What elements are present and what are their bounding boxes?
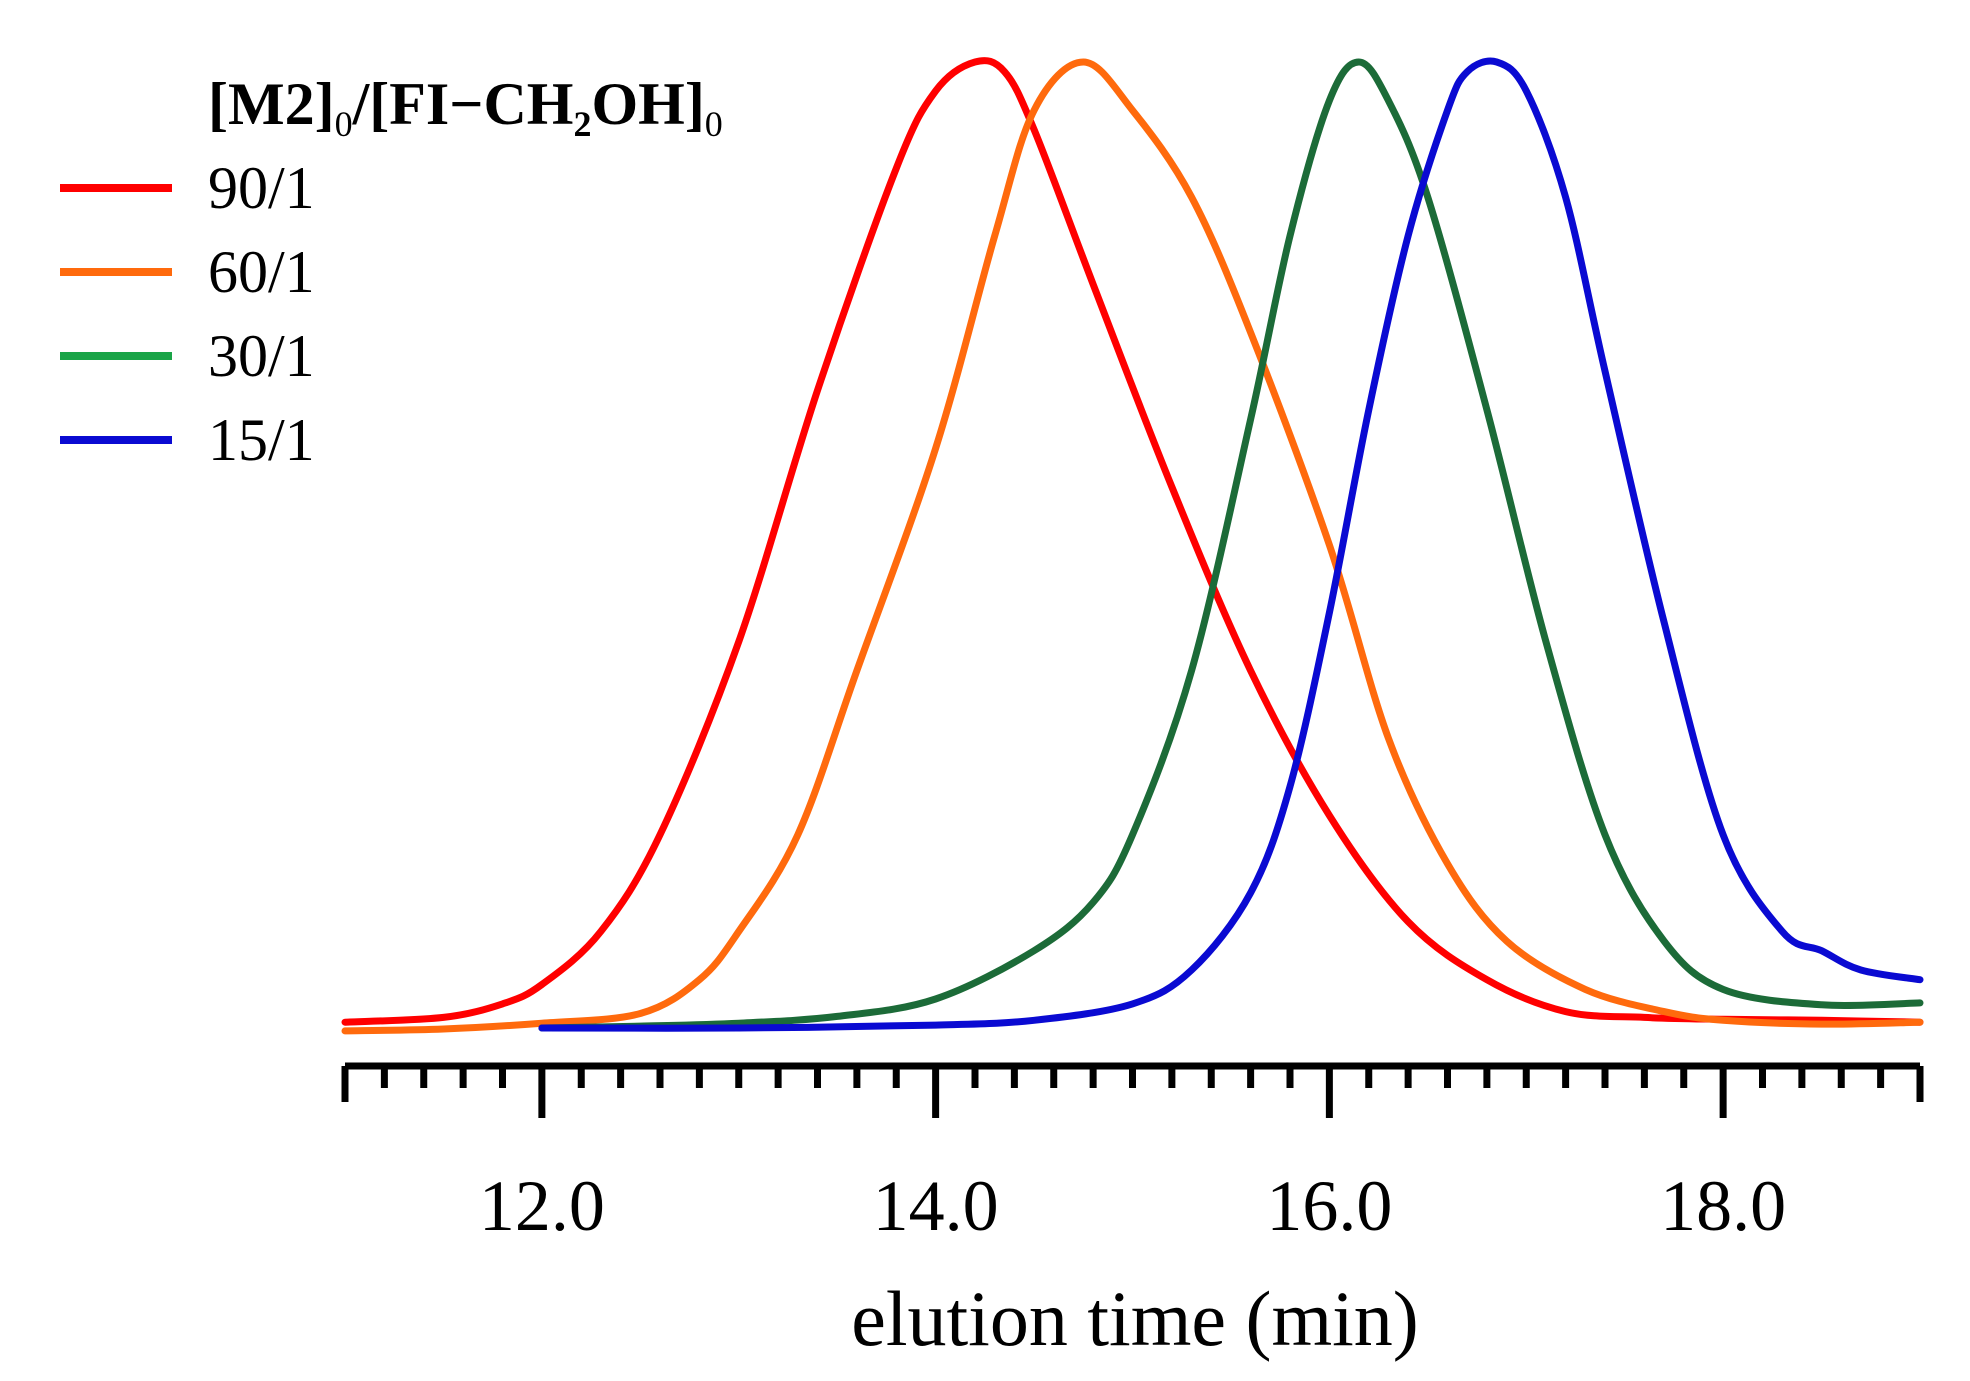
series-line-15-1 bbox=[538, 57, 1924, 1032]
legend-label: 90/1 bbox=[208, 154, 315, 221]
legend-item-15-1: 15/1 bbox=[60, 398, 723, 482]
series-line-90-1 bbox=[341, 57, 1924, 1026]
legend-swatch bbox=[60, 436, 172, 444]
x-tick-label: 12.0 bbox=[479, 1166, 605, 1246]
series-line-30-1 bbox=[538, 58, 1924, 1032]
legend-swatch bbox=[60, 352, 172, 360]
legend-label: 60/1 bbox=[208, 238, 315, 305]
legend-item-60-1: 60/1 bbox=[60, 230, 723, 314]
legend-item-90-1: 90/1 bbox=[60, 146, 723, 230]
x-tick-label: 18.0 bbox=[1660, 1166, 1786, 1246]
series-line-60-1 bbox=[341, 58, 1924, 1035]
legend-title: [M2]0/[FI−CH2OH]0 bbox=[208, 71, 723, 144]
legend-swatch bbox=[60, 268, 172, 276]
x-tick-label: 16.0 bbox=[1266, 1166, 1392, 1246]
legend: [M2]0/[FI−CH2OH]0 90/1 60/1 30/1 15/1 bbox=[60, 62, 723, 482]
x-axis: 12.0 14.0 16.0 18.0 bbox=[341, 1062, 1924, 1246]
x-tick-label: 14.0 bbox=[873, 1166, 999, 1246]
x-axis-title: elution time (min) bbox=[851, 1275, 1419, 1362]
legend-label: 15/1 bbox=[208, 406, 315, 473]
series-layer bbox=[341, 57, 1924, 1035]
legend-label: 30/1 bbox=[208, 322, 315, 389]
legend-swatch bbox=[60, 184, 172, 192]
legend-item-30-1: 30/1 bbox=[60, 314, 723, 398]
